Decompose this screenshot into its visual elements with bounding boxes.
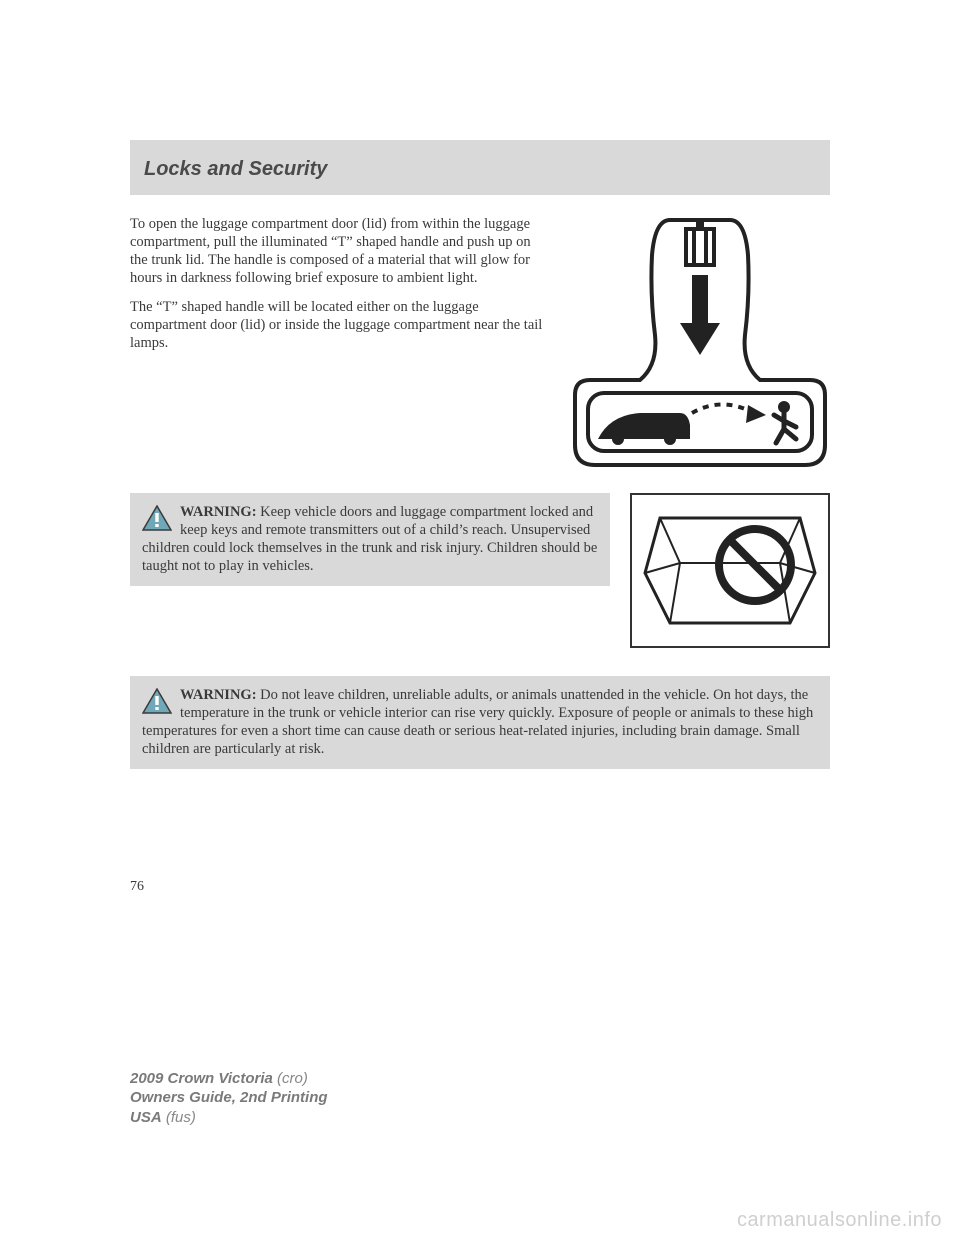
- trunk-handle-figure: [570, 215, 830, 475]
- warning-box-2: WARNING: Do not leave children, unreliab…: [130, 676, 830, 769]
- section-header: Locks and Security: [130, 140, 830, 195]
- warning-triangle-icon: [142, 688, 172, 714]
- warning-label: WARNING:: [180, 504, 257, 520]
- warning-label: WARNING:: [180, 687, 257, 703]
- content-row-1: To open the luggage compartment door (li…: [130, 215, 830, 475]
- footer-code1: (cro): [273, 1070, 308, 1087]
- watermark: carmanualsonline.info: [737, 1209, 942, 1232]
- content-text: To open the luggage compartment door (li…: [130, 215, 550, 475]
- paragraph-2: The “T” shaped handle will be located ei…: [130, 298, 550, 352]
- footer: 2009 Crown Victoria (cro) Owners Guide, …: [130, 1069, 328, 1128]
- footer-model: 2009 Crown Victoria: [130, 1070, 273, 1087]
- footer-region: USA: [130, 1109, 162, 1126]
- section-title: Locks and Security: [144, 158, 327, 180]
- warning-triangle-icon: [142, 505, 172, 531]
- paragraph-1: To open the luggage compartment door (li…: [130, 215, 550, 288]
- warning-box-1: WARNING: Keep vehicle doors and luggage …: [130, 493, 610, 586]
- page-number: 76: [130, 879, 830, 895]
- no-child-trunk-figure: [630, 493, 830, 648]
- footer-code2: (fus): [162, 1109, 196, 1126]
- footer-guide: Owners Guide, 2nd Printing: [130, 1089, 328, 1106]
- warning-row-1: WARNING: Keep vehicle doors and luggage …: [130, 493, 830, 648]
